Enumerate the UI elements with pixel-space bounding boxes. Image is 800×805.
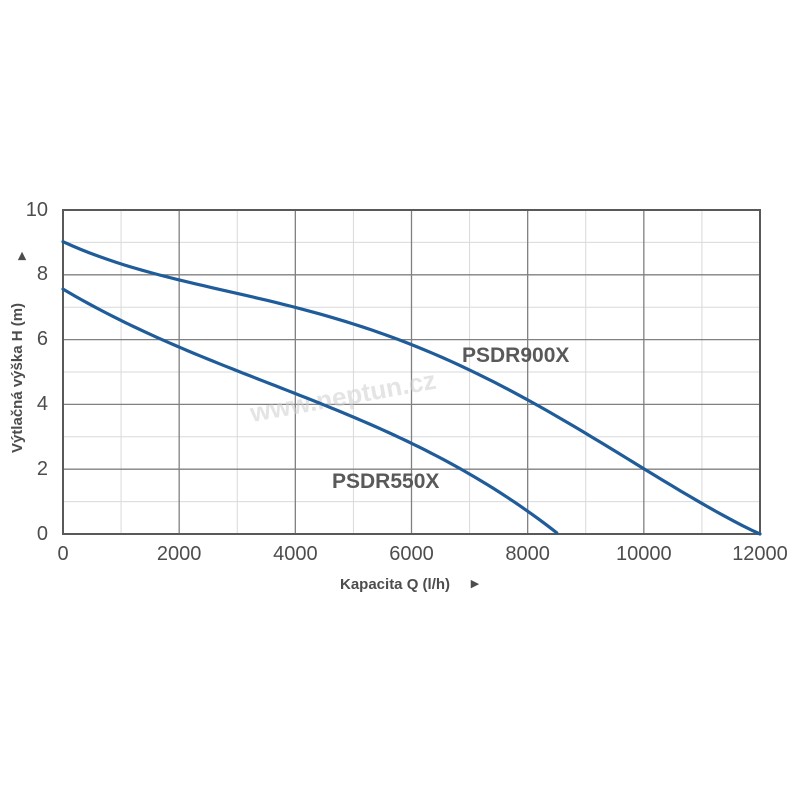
svg-text:8: 8 bbox=[37, 263, 48, 285]
svg-text:2000: 2000 bbox=[157, 543, 202, 565]
svg-text:Výtlačná výška H (m): Výtlačná výška H (m) bbox=[9, 303, 26, 453]
svg-text:4000: 4000 bbox=[273, 543, 318, 565]
svg-text:10000: 10000 bbox=[616, 543, 672, 565]
svg-text:12000: 12000 bbox=[732, 543, 788, 565]
svg-text:0: 0 bbox=[57, 543, 68, 565]
svg-text:0: 0 bbox=[37, 523, 48, 545]
svg-text:Kapacita Q (l/h): Kapacita Q (l/h) bbox=[340, 576, 450, 593]
svg-text:PSDR550X: PSDR550X bbox=[332, 470, 439, 493]
svg-text:4: 4 bbox=[37, 393, 48, 415]
svg-text:6000: 6000 bbox=[389, 543, 434, 565]
svg-text:6: 6 bbox=[37, 328, 48, 350]
svg-text:PSDR900X: PSDR900X bbox=[462, 344, 569, 367]
svg-text:10: 10 bbox=[26, 199, 48, 221]
svg-text:www.neptun.cz: www.neptun.cz bbox=[247, 365, 439, 428]
svg-text:▴: ▴ bbox=[17, 247, 26, 264]
svg-text:▸: ▸ bbox=[470, 575, 480, 592]
svg-text:2: 2 bbox=[37, 458, 48, 480]
svg-text:8000: 8000 bbox=[505, 543, 550, 565]
